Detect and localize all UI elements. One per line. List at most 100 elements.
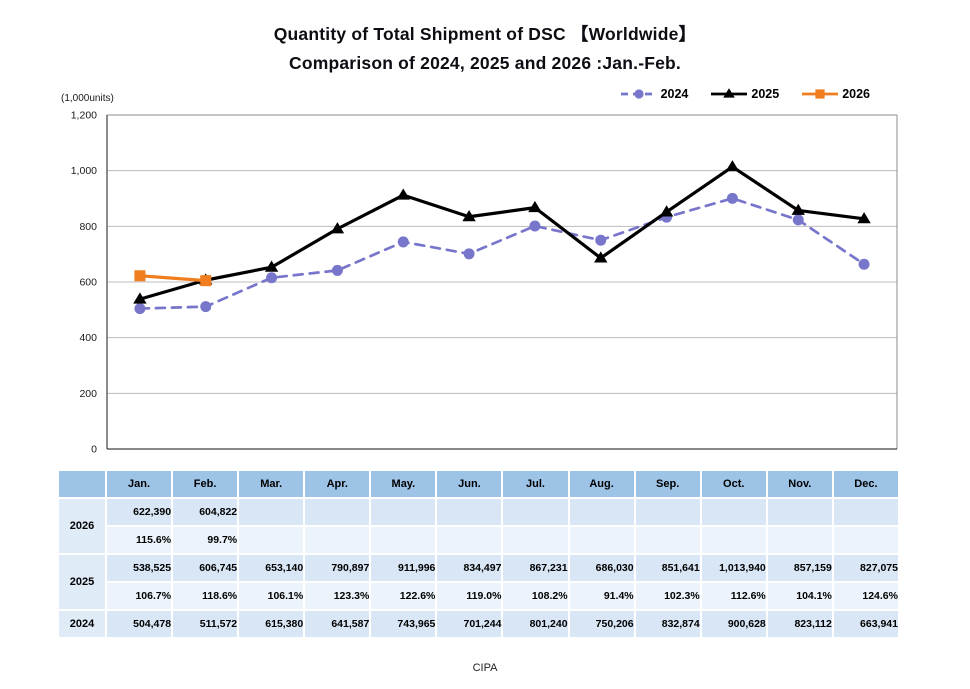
table-cell: [635, 527, 700, 553]
y-axis-tick-label: 1,200: [71, 110, 97, 122]
table-cell: 538,525: [107, 555, 172, 581]
y-axis-tick-label: 600: [79, 277, 97, 289]
table-row: 2024 504,478 511,572 615,380 641,587 743,965 7…: [59, 611, 898, 637]
data-point-square: [134, 270, 146, 282]
table-cell: 118.6%: [173, 583, 238, 609]
table-cell: 108.2%: [503, 583, 568, 609]
table-cell: 857,159: [767, 555, 832, 581]
table-cell: 900,628: [701, 611, 766, 637]
month-header-9: Oct.: [701, 471, 766, 497]
month-header-6: Jul.: [503, 471, 568, 497]
table-cell: 851,641: [635, 555, 700, 581]
data-point-triangle: [396, 188, 410, 200]
y-axis-unit-label: (1,000units): [61, 93, 114, 104]
table-cell: [371, 499, 436, 525]
legend-item-2026: 2026: [801, 86, 870, 102]
table-cell: [767, 499, 832, 525]
legend-marker-circle: [620, 89, 657, 99]
table-cell: [437, 499, 502, 525]
data-point-circle: [463, 248, 475, 260]
data-point-triangle: [723, 88, 736, 98]
line-chart: 0 200 400 600 800 1,000 1,200: [71, 110, 898, 456]
data-point-triangle: [857, 212, 871, 224]
data-point-triangle: [528, 200, 542, 213]
table-cell: 606,745: [173, 555, 238, 581]
table-cell: 115.6%: [107, 527, 172, 553]
data-point-circle: [200, 301, 212, 313]
legend-marker-triangle: [711, 88, 748, 98]
legend-item-2025: 2025: [710, 86, 779, 102]
table-cell: 1,013,940: [701, 555, 766, 581]
chart-title-line-2: Comparison of 2024, 2025 and 2026 :Jan.-…: [289, 53, 681, 73]
series-line-2025: [138, 165, 866, 301]
table-cell: 106.7%: [107, 583, 172, 609]
source-label: CIPA: [472, 662, 498, 674]
table-cell: [569, 499, 634, 525]
data-point-triangle: [264, 260, 279, 272]
table-cell: 827,075: [833, 555, 898, 581]
table-cell: [437, 527, 502, 553]
month-header-2: Mar.: [239, 471, 304, 497]
table-cell: [833, 527, 898, 553]
table-cell: [503, 499, 568, 525]
table-cell: 701,244: [437, 611, 502, 637]
data-point-triangle: [659, 205, 674, 217]
table-cell: [701, 499, 766, 525]
table-cell: 653,140: [239, 555, 304, 581]
table-cell: 123.3%: [305, 583, 370, 609]
table-cell: 124.6%: [833, 583, 898, 609]
legend-marker-square: [802, 89, 839, 99]
table-cell: [833, 499, 898, 525]
table-cell: 834,497: [437, 555, 502, 581]
table-row: 2025 538,525 606,745 653,140 790,897 911,996 8…: [59, 555, 898, 609]
legend-label: 2024: [660, 87, 689, 101]
table-cell: 99.7%: [173, 527, 238, 553]
year-label-2026: 2026: [59, 499, 105, 553]
table-cell: 622,390: [107, 499, 172, 525]
table-row: 106.7% 118.6% 106.1% 123.3% 122.6% 119.0% 108.…: [59, 583, 898, 609]
chart-legend: 2024 2025 2026: [620, 86, 870, 102]
table-cell: 750,206: [569, 611, 634, 637]
month-header-4: May.: [371, 471, 436, 497]
table-cell: [305, 527, 370, 553]
table-cell: 102.3%: [635, 583, 700, 609]
data-table: Jan. Feb. Mar. Apr. May. Jun. Jul. Aug. Sep. Oct.…: [57, 469, 900, 639]
data-point-triangle: [133, 292, 147, 304]
table-cell: 106.1%: [239, 583, 304, 609]
chart-title: Quantity of Total Shipment of DSC 【World…: [0, 20, 970, 78]
table-cell: 112.6%: [701, 583, 766, 609]
table-cell: 686,030: [569, 555, 634, 581]
table-cell: 663,941: [833, 611, 898, 637]
table-cell: [635, 499, 700, 525]
month-header-8: Sep.: [635, 471, 700, 497]
year-label-2025: 2025: [59, 555, 105, 609]
legend-item-2024: 2024: [620, 86, 689, 102]
series-line-2024: [138, 196, 866, 310]
table-cell: 823,112: [767, 611, 832, 637]
month-header-0: Jan.: [107, 471, 172, 497]
data-point-circle: [331, 264, 343, 276]
month-header-11: Dec.: [833, 471, 898, 497]
y-axis-tick-label: 200: [79, 388, 97, 400]
table-cell: 104.1%: [767, 583, 832, 609]
table-cell: 122.6%: [371, 583, 436, 609]
table-cell: 832,874: [635, 611, 700, 637]
y-axis-tick-label: 400: [79, 332, 97, 344]
data-point-triangle: [725, 160, 740, 172]
y-axis-tick-label: 0: [91, 444, 97, 456]
month-header-7: Aug.: [569, 471, 634, 497]
data-point-triangle: [462, 210, 476, 222]
data-point-circle: [858, 258, 870, 270]
data-point-circle: [595, 234, 607, 246]
data-point-circle: [266, 272, 278, 284]
table-cell: [569, 527, 634, 553]
data-point-triangle: [330, 222, 345, 234]
year-label-2024: 2024: [59, 611, 105, 637]
legend-label: 2025: [751, 87, 780, 101]
table-cell: 91.4%: [569, 583, 634, 609]
table-cell: [503, 527, 568, 553]
data-point-square: [200, 275, 212, 287]
table-cell: 911,996: [371, 555, 436, 581]
month-header-1: Feb.: [173, 471, 238, 497]
